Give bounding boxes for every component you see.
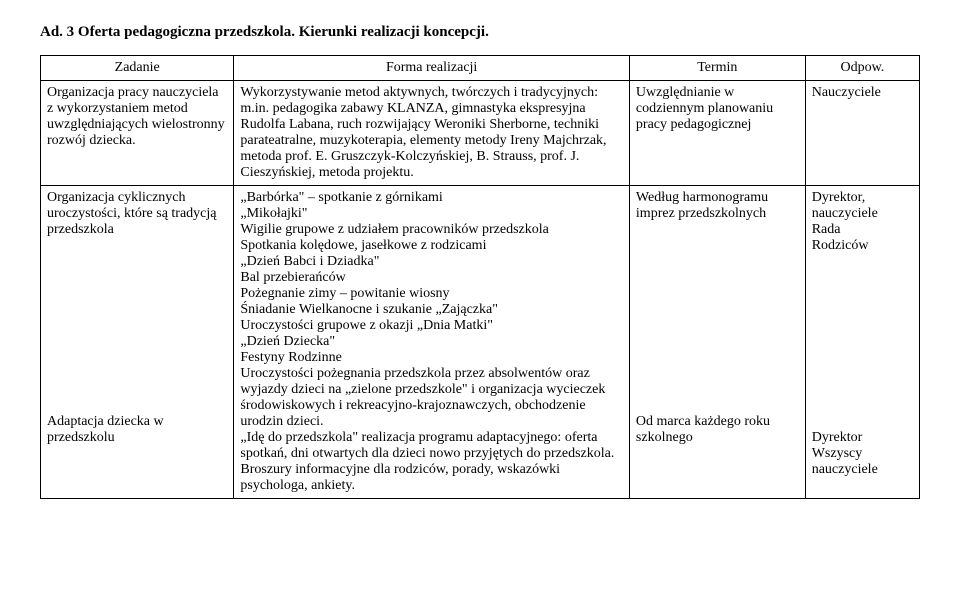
cell-termin: Uwzględnianie w codziennym planowaniu pr… xyxy=(629,81,805,186)
cell-termin: Według harmonogramu imprez przedszkolnyc… xyxy=(629,186,805,499)
odpow-part-a: Dyrektor,nauczycieleRadaRodziców xyxy=(812,190,913,254)
page-title: Ad. 3 Oferta pedagogiczna przedszkola. K… xyxy=(40,24,920,41)
termin-part-a: Według harmonogramu imprez przedszkolnyc… xyxy=(636,190,799,222)
zadanie-part-a: Organizacja cyklicznych uroczystości, kt… xyxy=(47,190,227,238)
col-zadanie: Zadanie xyxy=(41,56,234,81)
table-header-row: Zadanie Forma realizacji Termin Odpow. xyxy=(41,56,920,81)
cell-forma: Wykorzystywanie metod aktywnych, twórczy… xyxy=(234,81,630,186)
cell-zadanie: Organizacja pracy nauczyciela z wykorzys… xyxy=(41,81,234,186)
col-forma: Forma realizacji xyxy=(234,56,630,81)
cell-zadanie: Organizacja cyklicznych uroczystości, kt… xyxy=(41,186,234,499)
cell-forma: „Barbórka" – spotkanie z górnikami„Mikoł… xyxy=(234,186,630,499)
cell-odpow: Dyrektor,nauczycieleRadaRodziców Dyrekto… xyxy=(805,186,919,499)
col-odpow: Odpow. xyxy=(805,56,919,81)
odpow-part-b: DyrektorWszyscynauczyciele xyxy=(812,430,913,478)
termin-part-b: Od marca każdego roku szkolnego xyxy=(636,414,799,446)
col-termin: Termin xyxy=(629,56,805,81)
table-row: Organizacja cyklicznych uroczystości, kt… xyxy=(41,186,920,499)
forma-part-a: „Barbórka" – spotkanie z górnikami„Mikoł… xyxy=(240,190,623,430)
zadanie-part-b: Adaptacja dziecka w przedszkolu xyxy=(47,414,227,446)
table-row: Organizacja pracy nauczyciela z wykorzys… xyxy=(41,81,920,186)
forma-part-b: „Idę do przedszkola" realizacja programu… xyxy=(240,430,623,494)
cell-odpow: Nauczyciele xyxy=(805,81,919,186)
main-table: Zadanie Forma realizacji Termin Odpow. O… xyxy=(40,55,920,499)
